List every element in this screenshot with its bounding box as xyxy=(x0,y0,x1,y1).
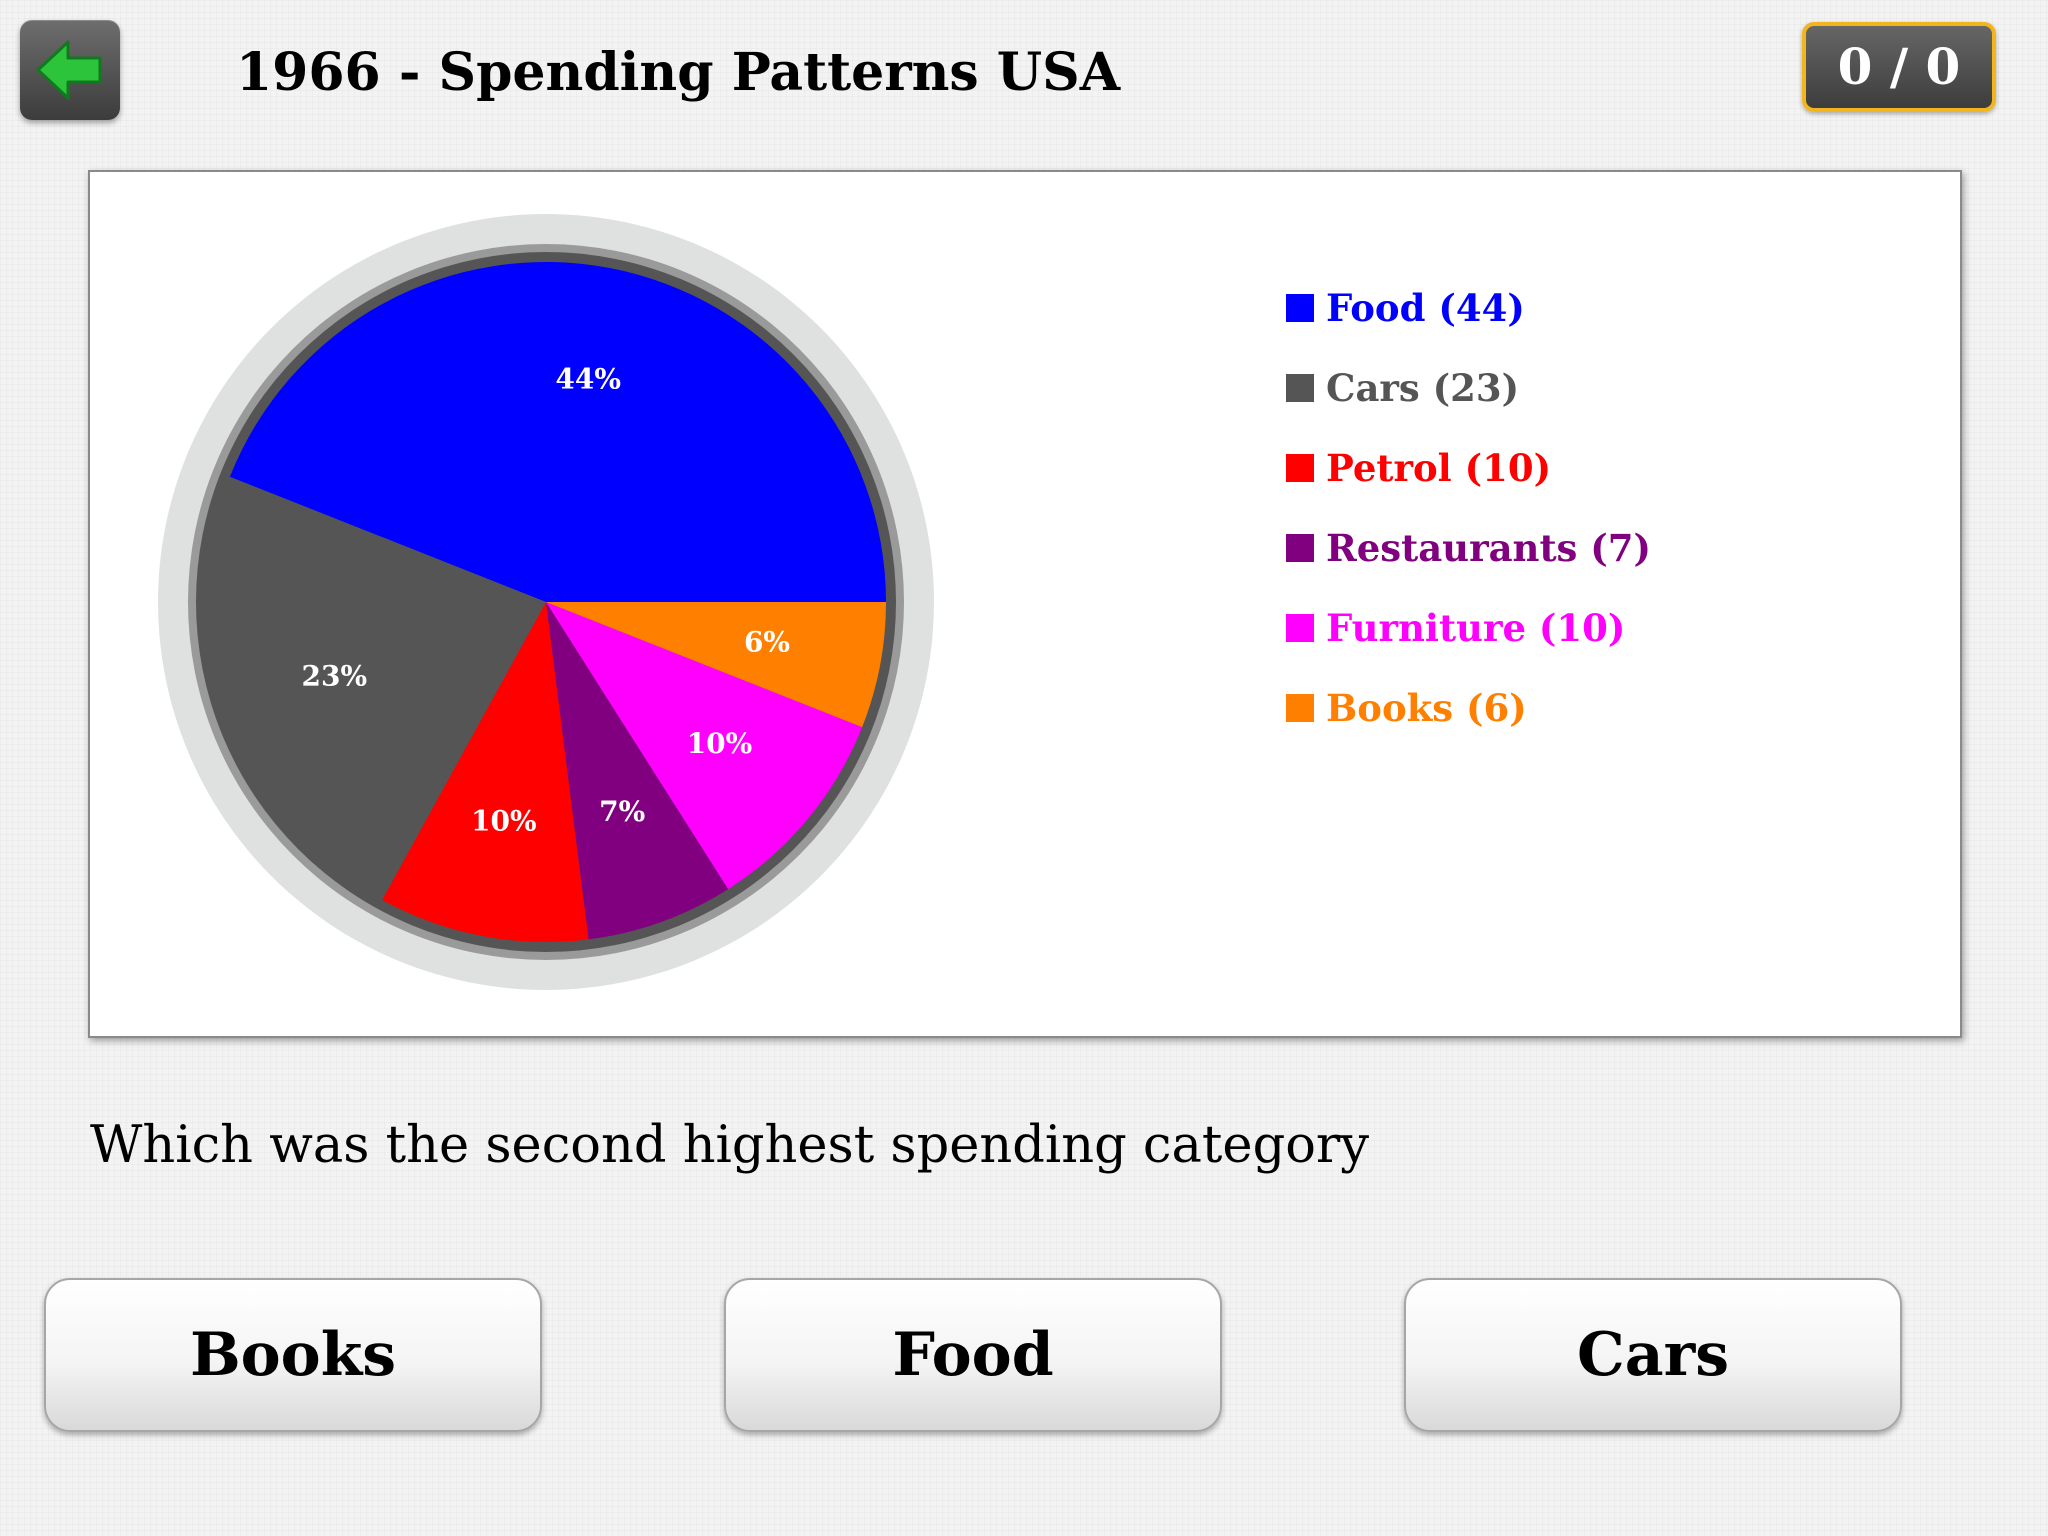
pie-slice-restaurants xyxy=(546,602,729,940)
pie-label-food: 44% xyxy=(555,363,621,396)
legend-swatch xyxy=(1286,534,1314,562)
legend-swatch xyxy=(1286,374,1314,402)
pie-slice-books xyxy=(546,602,886,728)
legend-label: Cars (23) xyxy=(1326,366,1520,410)
pie-label-books: 6% xyxy=(744,626,790,659)
legend-label: Books (6) xyxy=(1326,686,1527,730)
pie-chart: 44% 23% 10% 7% 10% 6% xyxy=(158,214,934,990)
legend-label: Furniture (10) xyxy=(1326,606,1626,650)
question-text: Which was the second highest spending ca… xyxy=(90,1116,1370,1175)
score-badge: 0 / 0 xyxy=(1802,22,1996,112)
chart-panel: 44% 23% 10% 7% 10% 6% Food (44) Cars (23) Petro… xyxy=(88,170,1962,1038)
legend-label: Petrol (10) xyxy=(1326,446,1552,490)
pie-slice-petrol xyxy=(382,602,589,943)
pie-slice-furniture xyxy=(546,602,863,890)
legend-swatch xyxy=(1286,294,1314,322)
legend-item-books: Books (6) xyxy=(1286,668,1651,748)
pie-label-cars: 23% xyxy=(302,660,368,693)
legend-swatch xyxy=(1286,694,1314,722)
pie-label-furniture: 10% xyxy=(687,727,753,760)
back-button[interactable] xyxy=(20,20,120,120)
pie-slice-cars xyxy=(206,476,546,900)
pie-slice-food xyxy=(229,262,886,602)
legend-swatch xyxy=(1286,454,1314,482)
chart-legend: Food (44) Cars (23) Petrol (10) Restaurants… xyxy=(1286,268,1651,748)
legend-label: Food (44) xyxy=(1326,286,1525,330)
pie-label-petrol: 10% xyxy=(471,805,537,838)
answer-button-food[interactable]: Food xyxy=(724,1278,1222,1432)
answer-button-books[interactable]: Books xyxy=(44,1278,542,1432)
legend-label: Restaurants (7) xyxy=(1326,526,1652,570)
legend-item-petrol: Petrol (10) xyxy=(1286,428,1651,508)
legend-item-furniture: Furniture (10) xyxy=(1286,588,1651,668)
legend-swatch xyxy=(1286,614,1314,642)
legend-item-cars: Cars (23) xyxy=(1286,348,1651,428)
legend-item-restaurants: Restaurants (7) xyxy=(1286,508,1651,588)
page-title: 1966 - Spending Patterns USA xyxy=(236,42,1121,103)
legend-item-food: Food (44) xyxy=(1286,268,1651,348)
answer-button-cars[interactable]: Cars xyxy=(1404,1278,1902,1432)
pie-label-restaurants: 7% xyxy=(599,795,645,828)
back-arrow-icon xyxy=(34,38,106,102)
